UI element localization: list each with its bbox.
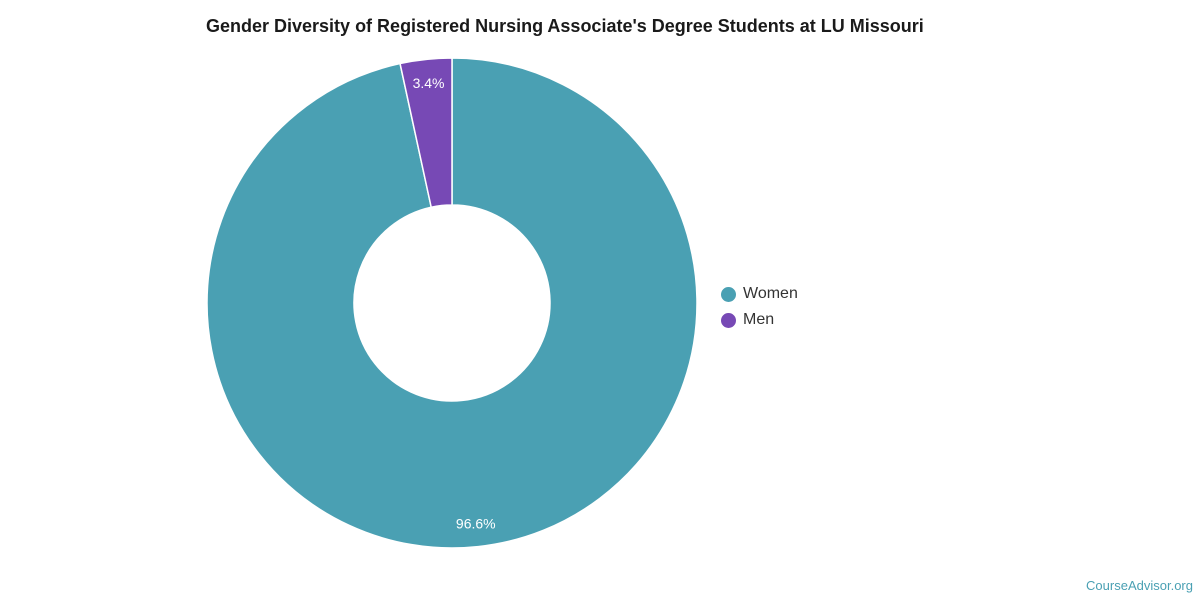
legend-label-women: Women xyxy=(743,285,798,302)
legend-item-women[interactable]: Women xyxy=(721,281,798,307)
legend-item-men[interactable]: Men xyxy=(721,307,798,333)
data-label-men: 3.4% xyxy=(413,75,445,91)
chart-title: Gender Diversity of Registered Nursing A… xyxy=(206,16,924,36)
data-label-women: 96.6% xyxy=(456,515,496,531)
legend: Women Men xyxy=(721,281,798,333)
slice-women[interactable] xyxy=(206,57,698,549)
legend-swatch-men xyxy=(721,312,736,328)
legend-swatch-women xyxy=(721,286,736,302)
source-credit[interactable]: CourseAdvisor.org xyxy=(1086,578,1193,593)
legend-label-men: Men xyxy=(743,311,775,328)
slice-men[interactable] xyxy=(399,57,453,209)
